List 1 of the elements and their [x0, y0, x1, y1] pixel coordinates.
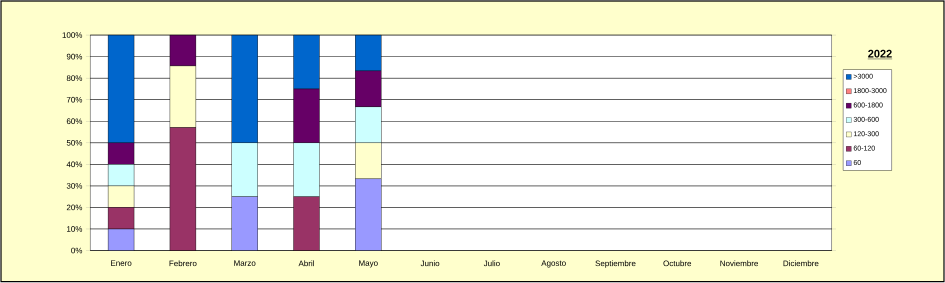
legend-title: 2022 — [868, 50, 892, 58]
